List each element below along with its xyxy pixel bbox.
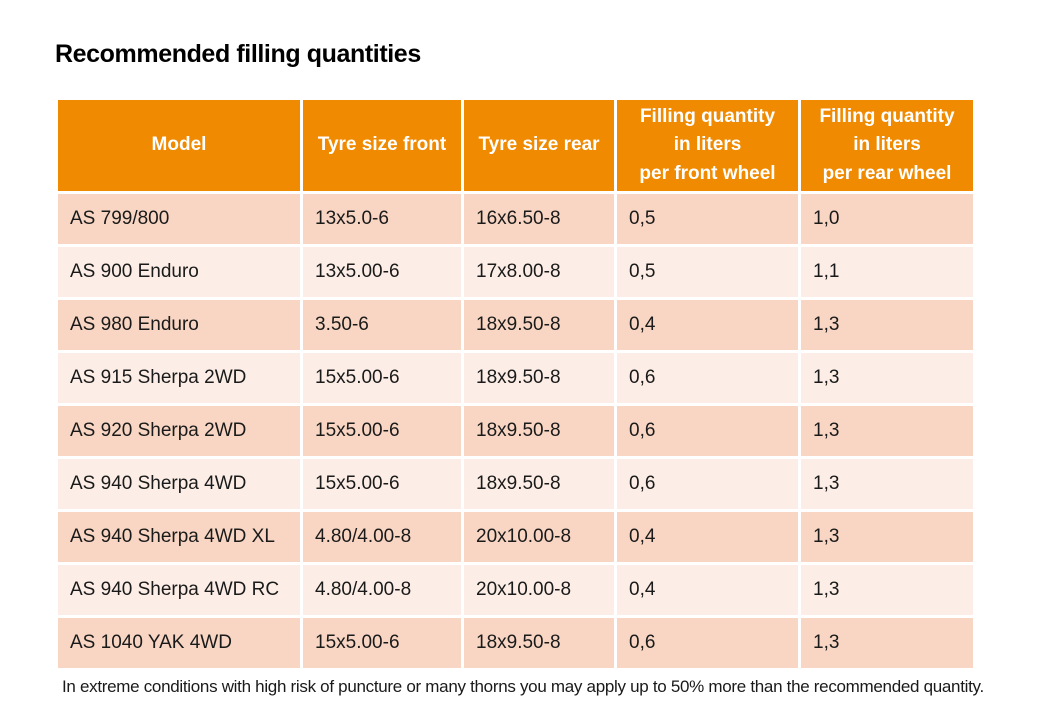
table-cell: 1,3 <box>798 403 976 459</box>
table-row: AS 980 Enduro 3.50-6 18x9.50-8 0,4 1,3 <box>55 297 976 353</box>
footnote: In extreme conditions with high risk of … <box>62 677 984 696</box>
table-cell: 0,4 <box>614 509 801 565</box>
table-cell: 18x9.50-8 <box>461 456 617 512</box>
table-cell: 0,6 <box>614 403 801 459</box>
table-cell: 0,6 <box>614 350 801 406</box>
table-row: AS 1040 YAK 4WD 15x5.00-6 18x9.50-8 0,6 1,3 <box>55 615 976 671</box>
table-cell: 4.80/4.00-8 <box>300 509 464 565</box>
model-cell: AS 799/800 <box>55 191 303 247</box>
table-cell: 15x5.00-6 <box>300 615 464 671</box>
model-cell: AS 940 Sherpa 4WD XL <box>55 509 303 565</box>
table-row: AS 940 Sherpa 4WD RC 4.80/4.00-8 20x10.00-… <box>55 562 976 618</box>
table-cell: 1,0 <box>798 191 976 247</box>
table-cell: 1,3 <box>798 297 976 353</box>
table-row: AS 915 Sherpa 2WD 15x5.00-6 18x9.50-8 0,6 1,… <box>55 350 976 406</box>
table-header: Model Tyre size front Tyre size rear Fillin… <box>55 97 976 194</box>
table-cell: 4.80/4.00-8 <box>300 562 464 618</box>
column-header: Tyre size rear <box>461 97 617 194</box>
model-cell: AS 915 Sherpa 2WD <box>55 350 303 406</box>
table-cell: 15x5.00-6 <box>300 456 464 512</box>
page-title: Recommended filling quantities <box>55 40 421 68</box>
table-cell: 18x9.50-8 <box>461 297 617 353</box>
table-body: AS 799/800 13x5.0-6 16x6.50-8 0,5 1,0 AS 900 … <box>55 191 976 671</box>
table-cell: 1,3 <box>798 562 976 618</box>
table-cell: 0,5 <box>614 191 801 247</box>
model-cell: AS 900 Enduro <box>55 244 303 300</box>
column-header: Model <box>55 97 303 194</box>
table-row: AS 900 Enduro 13x5.00-6 17x8.00-8 0,5 1,1 <box>55 244 976 300</box>
table-cell: 0,4 <box>614 562 801 618</box>
column-header: Filling quantity in liters per front whe… <box>614 97 801 194</box>
table-header-row: Model Tyre size front Tyre size rear Fillin… <box>55 97 976 194</box>
table-cell: 1,3 <box>798 509 976 565</box>
model-cell: AS 940 Sherpa 4WD <box>55 456 303 512</box>
table-row: AS 940 Sherpa 4WD 15x5.00-6 18x9.50-8 0,6 1,… <box>55 456 976 512</box>
filling-quantities-table: Model Tyre size front Tyre size rear Fillin… <box>55 97 976 671</box>
table-cell: 13x5.00-6 <box>300 244 464 300</box>
model-cell: AS 940 Sherpa 4WD RC <box>55 562 303 618</box>
table-cell: 13x5.0-6 <box>300 191 464 247</box>
table-cell: 17x8.00-8 <box>461 244 617 300</box>
table-cell: 18x9.50-8 <box>461 350 617 406</box>
table-cell: 0,5 <box>614 244 801 300</box>
table-cell: 0,6 <box>614 615 801 671</box>
table-row: AS 940 Sherpa 4WD XL 4.80/4.00-8 20x10.00-… <box>55 509 976 565</box>
table-cell: 0,4 <box>614 297 801 353</box>
table-cell: 16x6.50-8 <box>461 191 617 247</box>
table-cell: 20x10.00-8 <box>461 562 617 618</box>
table-cell: 15x5.00-6 <box>300 403 464 459</box>
table-row: AS 920 Sherpa 2WD 15x5.00-6 18x9.50-8 0,6 1,… <box>55 403 976 459</box>
table-row: AS 799/800 13x5.0-6 16x6.50-8 0,5 1,0 <box>55 191 976 247</box>
table-cell: 15x5.00-6 <box>300 350 464 406</box>
table-cell: 0,6 <box>614 456 801 512</box>
table-cell: 1,1 <box>798 244 976 300</box>
table-cell: 20x10.00-8 <box>461 509 617 565</box>
table-cell: 1,3 <box>798 350 976 406</box>
column-header: Filling quantity in liters per rear whee… <box>798 97 976 194</box>
table-cell: 18x9.50-8 <box>461 615 617 671</box>
table-cell: 1,3 <box>798 456 976 512</box>
model-cell: AS 980 Enduro <box>55 297 303 353</box>
model-cell: AS 920 Sherpa 2WD <box>55 403 303 459</box>
table-cell: 18x9.50-8 <box>461 403 617 459</box>
table-cell: 1,3 <box>798 615 976 671</box>
column-header: Tyre size front <box>300 97 464 194</box>
model-cell: AS 1040 YAK 4WD <box>55 615 303 671</box>
table-cell: 3.50-6 <box>300 297 464 353</box>
